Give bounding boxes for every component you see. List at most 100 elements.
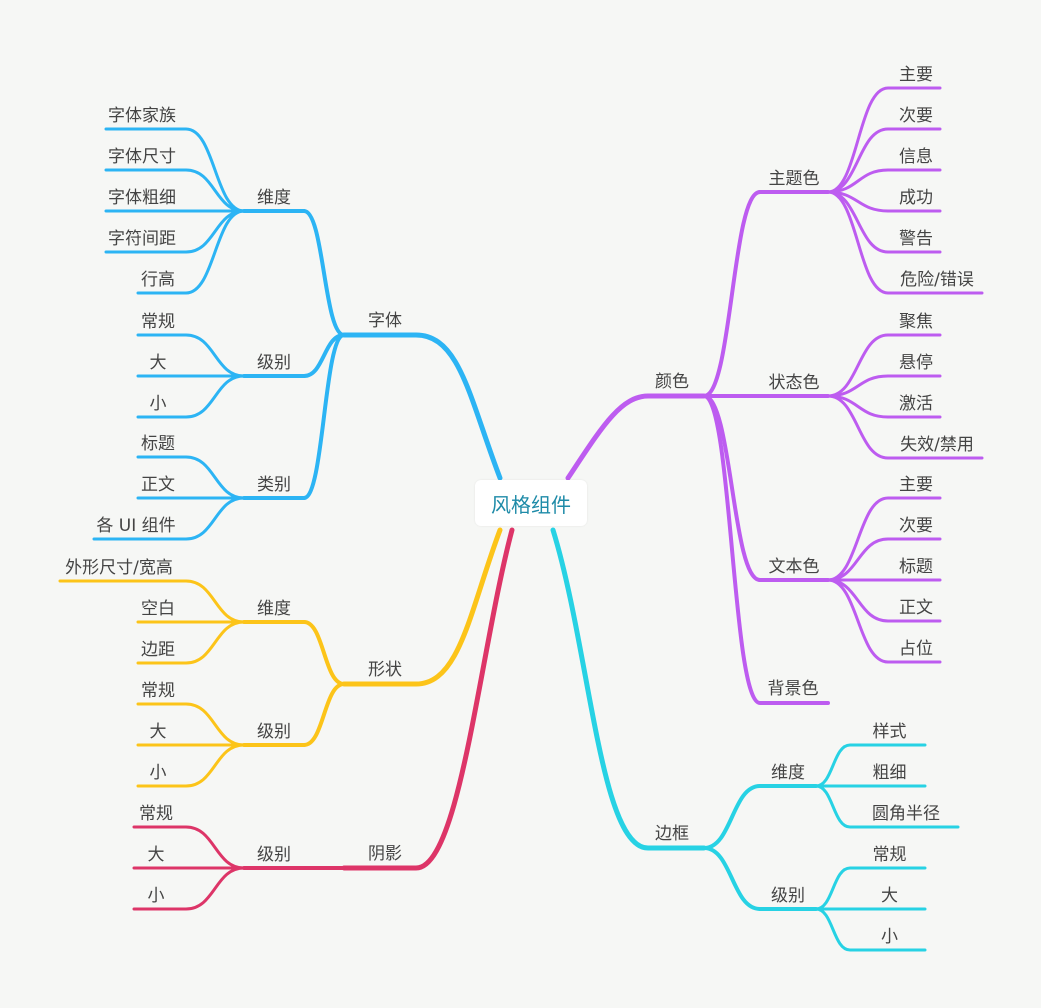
color-theme-connector — [702, 190, 762, 398]
border-dimension-label[interactable]: 维度 — [771, 763, 805, 783]
shape-level-leaf-line — [136, 702, 246, 747]
color-theme-leaf-line — [826, 168, 942, 194]
font-category-leaf[interactable]: 各 UI 组件 — [96, 516, 175, 536]
color-theme-leaf[interactable]: 次要 — [899, 106, 933, 126]
shape-dimension-leaf-line — [136, 620, 246, 665]
border-level-label[interactable]: 级别 — [771, 886, 805, 906]
color-theme-label[interactable]: 主题色 — [769, 169, 820, 189]
border-level-leaf[interactable]: 大 — [881, 886, 898, 906]
color-text-leaf[interactable]: 正文 — [899, 598, 933, 618]
shadow-branch-line — [341, 527, 515, 871]
shape-level-leaf[interactable]: 大 — [150, 722, 167, 742]
shape-level-leaf[interactable]: 小 — [150, 763, 167, 783]
border-dimension-leaf-line — [814, 784, 960, 829]
shape-level-leaf-line — [136, 743, 246, 788]
color-state-leaf[interactable]: 激活 — [899, 394, 933, 414]
color-theme-leaf-line — [826, 86, 942, 194]
font-level-leaf[interactable]: 小 — [150, 394, 167, 414]
color-theme-leaf[interactable]: 危险/错误 — [900, 270, 974, 290]
font-category-leaf-line — [92, 496, 246, 541]
font-category-leaf[interactable]: 正文 — [141, 475, 175, 495]
shadow-level-leaf-line — [132, 825, 246, 870]
font-dimension-leaf[interactable]: 行高 — [141, 270, 175, 290]
shadow-branch-label[interactable]: 阴影 — [368, 844, 402, 864]
shadow-level-label[interactable]: 级别 — [257, 845, 291, 865]
color-background-connector — [702, 394, 830, 705]
font-category-leaf[interactable]: 标题 — [141, 434, 175, 454]
border-dimension-leaf[interactable]: 样式 — [873, 722, 907, 742]
color-text-leaf-line — [826, 537, 942, 582]
font-category-connector — [302, 333, 346, 500]
color-theme-leaf-line — [826, 190, 984, 295]
shadow-level-leaf[interactable]: 常规 — [139, 804, 173, 824]
font-dimension-leaf-line — [104, 168, 246, 213]
color-theme-leaf[interactable]: 信息 — [899, 147, 933, 167]
font-level-leaf[interactable]: 常规 — [141, 312, 175, 332]
font-dimension-leaf-line — [104, 127, 246, 213]
shape-dimension-leaf[interactable]: 边距 — [141, 640, 175, 660]
border-level-leaf[interactable]: 小 — [881, 927, 898, 947]
color-state-leaf-line — [826, 394, 984, 460]
font-dimension-leaf[interactable]: 字体家族 — [108, 106, 176, 126]
font-dimension-leaf[interactable]: 字体粗细 — [108, 188, 176, 208]
shape-dimension-leaf[interactable]: 外形尺寸/宽高 — [65, 558, 173, 578]
root-node-label: 风格组件 — [491, 492, 571, 517]
border-branch-label[interactable]: 边框 — [655, 824, 689, 844]
font-category-label[interactable]: 类别 — [257, 475, 291, 495]
shape-dimension-label[interactable]: 维度 — [257, 599, 291, 619]
color-theme-leaf[interactable]: 成功 — [899, 188, 933, 208]
color-text-leaf[interactable]: 标题 — [899, 557, 933, 577]
color-branch-line — [565, 393, 707, 481]
font-dimension-leaf[interactable]: 字体尺寸 — [108, 147, 176, 167]
color-text-leaf-line — [826, 496, 942, 582]
font-level-leaf-line — [136, 374, 246, 419]
color-text-leaf[interactable]: 占位 — [899, 639, 933, 659]
color-branch-label[interactable]: 颜色 — [655, 372, 689, 392]
shape-dimension-leaf-line — [58, 579, 246, 624]
color-theme-leaf[interactable]: 主要 — [899, 65, 933, 85]
color-state-leaf[interactable]: 聚焦 — [899, 312, 933, 332]
border-branch-line — [550, 527, 707, 851]
border-level-leaf-line — [814, 907, 927, 952]
shape-level-leaf[interactable]: 常规 — [141, 681, 175, 701]
border-dimension-connector — [702, 784, 762, 850]
root-node[interactable]: 风格组件 — [475, 480, 587, 526]
shadow-level-leaf[interactable]: 小 — [148, 886, 165, 906]
border-level-leaf[interactable]: 常规 — [873, 845, 907, 865]
color-theme-leaf-line — [826, 127, 942, 194]
font-level-leaf-line — [136, 333, 246, 378]
color-text-label[interactable]: 文本色 — [769, 557, 820, 577]
connector-lines — [58, 86, 984, 952]
shape-dimension-connector — [302, 620, 346, 686]
font-dimension-label[interactable]: 维度 — [257, 188, 291, 208]
shape-dimension-leaf[interactable]: 空白 — [141, 599, 175, 619]
shape-level-label[interactable]: 级别 — [257, 722, 291, 742]
border-level-leaf-line — [814, 866, 927, 911]
color-background-label[interactable]: 背景色 — [768, 679, 819, 699]
border-level-connector — [702, 846, 762, 911]
font-dimension-leaf-line — [136, 209, 246, 295]
color-text-leaf[interactable]: 主要 — [899, 475, 933, 495]
color-text-leaf[interactable]: 次要 — [899, 516, 933, 536]
font-dimension-leaf[interactable]: 字符间距 — [108, 229, 176, 249]
color-state-leaf[interactable]: 悬停 — [899, 353, 933, 373]
border-dimension-leaf-line — [814, 743, 927, 788]
shape-level-connector — [302, 682, 346, 747]
shape-branch-label[interactable]: 形状 — [368, 660, 402, 680]
shadow-level-leaf[interactable]: 大 — [148, 845, 165, 865]
border-dimension-leaf[interactable]: 粗细 — [873, 763, 907, 783]
font-branch-label[interactable]: 字体 — [368, 311, 402, 331]
color-state-leaf[interactable]: 失效/禁用 — [900, 435, 974, 455]
color-theme-leaf[interactable]: 警告 — [899, 229, 933, 249]
border-dimension-leaf[interactable]: 圆角半径 — [872, 804, 940, 824]
font-dimension-connector — [302, 209, 346, 337]
shape-branch-line — [341, 527, 503, 687]
font-level-label[interactable]: 级别 — [257, 353, 291, 373]
font-category-leaf-line — [136, 455, 246, 500]
shadow-level-leaf-line — [132, 866, 246, 911]
color-state-leaf-line — [826, 333, 942, 398]
color-state-label[interactable]: 状态色 — [769, 373, 820, 393]
font-level-leaf[interactable]: 大 — [150, 353, 167, 373]
